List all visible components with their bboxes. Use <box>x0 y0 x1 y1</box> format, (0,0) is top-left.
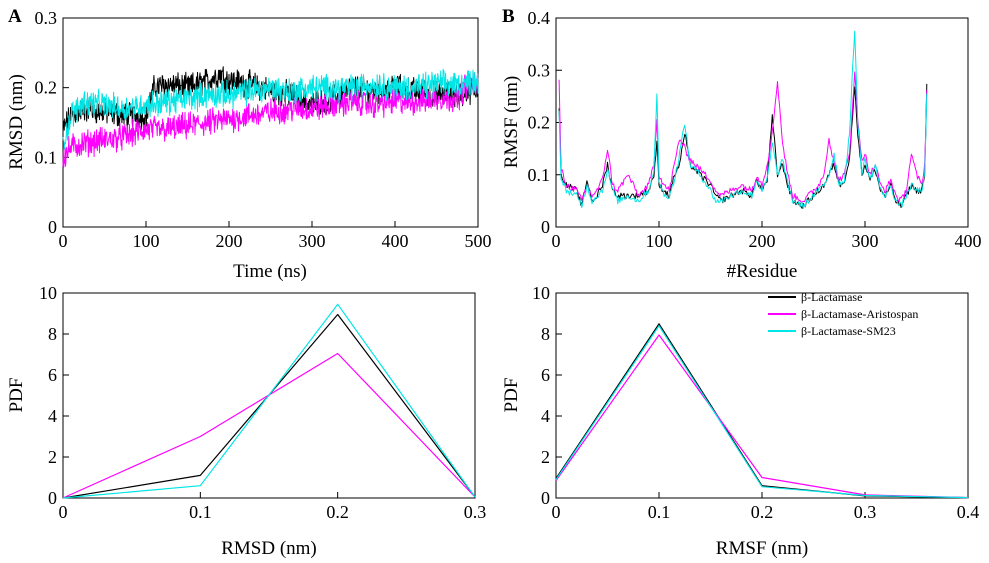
panel-rmsf-residue-ytick-label: 0.1 <box>528 165 551 185</box>
panel-rmsf-pdf-ytick-label: 8 <box>541 324 550 344</box>
panel-rmsd-time-ytick-label: 0.1 <box>35 147 58 167</box>
rmsf-residue-ticks: 0 100 200 300 400 0 0.1 0.2 0.3 0.4 <box>528 8 982 251</box>
rmsd-pdf-series <box>62 303 476 499</box>
panel-rmsf-pdf-ytick-label: 2 <box>541 447 550 467</box>
panel-rmsd-pdf-line-sm23 <box>62 303 476 499</box>
panel-rmsf-pdf-ytick-label: 0 <box>541 488 550 508</box>
panel-rmsd-time-xtick-label: 100 <box>133 231 160 251</box>
panel-label-b: B <box>502 6 515 27</box>
plot-area-rmsf-pdf <box>555 292 969 499</box>
legend: β-Lactamase β-Lactamase-Aristospan β-Lac… <box>768 290 918 338</box>
panel-rmsd-pdf-xtick-label: 0.2 <box>326 502 349 522</box>
panel-rmsf-pdf-xtick-label: 0.3 <box>854 502 877 522</box>
y-axis-title-pdf-right: PDF <box>501 378 522 413</box>
panel-rmsd-pdf-ytick-label: 10 <box>39 283 57 303</box>
rmsf-residue-series <box>558 30 928 209</box>
legend-label-aristospan: β-Lactamase-Aristospan <box>801 307 918 321</box>
rmsd-time-ticks: 0 100 200 300 400 500 0 0.1 0.2 0.3 <box>35 8 492 251</box>
panel-rmsd-time-xtick-label: 300 <box>299 231 326 251</box>
panel-rmsd-time-ytick-label: 0 <box>48 217 57 237</box>
panel-rmsf-residue-line-aristospan <box>558 71 928 203</box>
panel-rmsd-time: A 0 100 200 300 400 500 0 0.1 0.2 0.3 Time (ns) R… <box>6 6 492 282</box>
plot-area-rmsd-time <box>62 17 479 228</box>
panel-rmsd-pdf-xtick-label: 0 <box>59 502 68 522</box>
panel-rmsd-pdf-ytick-label: 2 <box>48 447 57 467</box>
panel-rmsd-time-xtick-label: 500 <box>465 231 492 251</box>
panel-rmsf-pdf-ytick-label: 6 <box>541 365 550 385</box>
panel-rmsd-pdf-xtick-label: 0.1 <box>189 502 212 522</box>
x-axis-title-residue: #Residue <box>727 261 798 282</box>
panel-rmsd-time-ytick-label: 0.2 <box>35 78 58 98</box>
panel-rmsd-time-xtick-label: 200 <box>216 231 243 251</box>
panel-rmsf-residue-xtick-label: 300 <box>852 231 879 251</box>
panel-rmsf-pdf-line-lactamase <box>555 323 969 499</box>
panel-rmsf-residue-ytick-label: 0.3 <box>528 60 551 80</box>
panel-label-a: A <box>8 6 22 27</box>
panel-rmsd-time-ytick-label: 0.3 <box>35 8 58 28</box>
panel-rmsf-residue-ytick-label: 0 <box>541 217 550 237</box>
rmsd-pdf-ticks: 0 0.1 0.2 0.3 0 2 4 6 8 10 <box>39 283 486 522</box>
panel-rmsf-pdf-xtick-label: 0.4 <box>957 502 980 522</box>
y-axis-title-rmsf: RMSF (nm) <box>501 76 522 168</box>
panel-rmsf-residue-xtick-label: 200 <box>749 231 776 251</box>
plot-area-rmsd-pdf <box>62 292 476 499</box>
legend-label-lactamase: β-Lactamase <box>801 290 862 304</box>
panel-rmsd-pdf: 0 0.1 0.2 0.3 0 2 4 6 8 10 RMSD (nm) PDF <box>6 283 486 559</box>
panel-rmsf-pdf-ytick-label: 10 <box>532 283 550 303</box>
x-axis-title-rmsd-pdf: RMSD (nm) <box>221 538 317 559</box>
panel-rmsf-residue: B 0 100 200 300 400 0 0.1 0.2 0.3 0.4 #Residue RM… <box>501 6 982 282</box>
panel-rmsd-pdf-ytick-label: 6 <box>48 365 57 385</box>
panel-rmsf-residue-line-lactamase <box>558 83 928 209</box>
panel-rmsd-time-xtick-label: 0 <box>59 231 68 251</box>
panel-rmsf-pdf-xtick-label: 0 <box>552 502 561 522</box>
y-axis-title-rmsd: RMSD (nm) <box>6 74 27 170</box>
panel-rmsf-residue-xtick-label: 100 <box>646 231 673 251</box>
rmsf-pdf-series <box>555 323 969 499</box>
x-axis-title-time: Time (ns) <box>233 261 307 282</box>
panel-rmsf-pdf-line-sm23 <box>555 325 969 499</box>
panel-rmsd-time-line-sm23 <box>62 68 479 150</box>
panel-rmsf-pdf-line-aristospan <box>555 334 969 499</box>
panel-rmsd-pdf-ytick-label: 4 <box>48 406 57 426</box>
panel-rmsf-residue-xtick-label: 400 <box>955 231 982 251</box>
panel-rmsf-pdf-ytick-label: 4 <box>541 406 550 426</box>
y-axis-title-pdf-left: PDF <box>6 378 27 413</box>
x-axis-title-rmsf-pdf: RMSF (nm) <box>716 538 808 559</box>
panel-rmsd-pdf-ytick-label: 8 <box>48 324 57 344</box>
panel-rmsf-pdf: 0 0.1 0.2 0.3 0.4 0 2 4 6 8 10 RMSF (nm) PDF β-Lac… <box>501 283 979 559</box>
legend-label-sm23: β-Lactamase-SM23 <box>801 324 896 338</box>
panel-rmsf-residue-xtick-label: 0 <box>552 231 561 251</box>
panel-rmsf-pdf-xtick-label: 0.1 <box>648 502 671 522</box>
panel-rmsf-residue-ytick-label: 0.4 <box>528 8 551 28</box>
panel-rmsf-residue-line-sm23 <box>558 30 928 209</box>
panel-rmsd-time-xtick-label: 400 <box>382 231 409 251</box>
panel-rmsf-pdf-xtick-label: 0.2 <box>751 502 774 522</box>
rmsf-pdf-ticks: 0 0.1 0.2 0.3 0.4 0 2 4 6 8 10 <box>532 283 979 522</box>
panel-rmsf-residue-ytick-label: 0.2 <box>528 113 551 133</box>
panel-rmsd-pdf-xtick-label: 0.3 <box>464 502 487 522</box>
panel-rmsd-pdf-ytick-label: 0 <box>48 488 57 508</box>
panel-rmsd-pdf-line-aristospan <box>62 352 476 499</box>
rmsd-time-series <box>62 66 479 168</box>
